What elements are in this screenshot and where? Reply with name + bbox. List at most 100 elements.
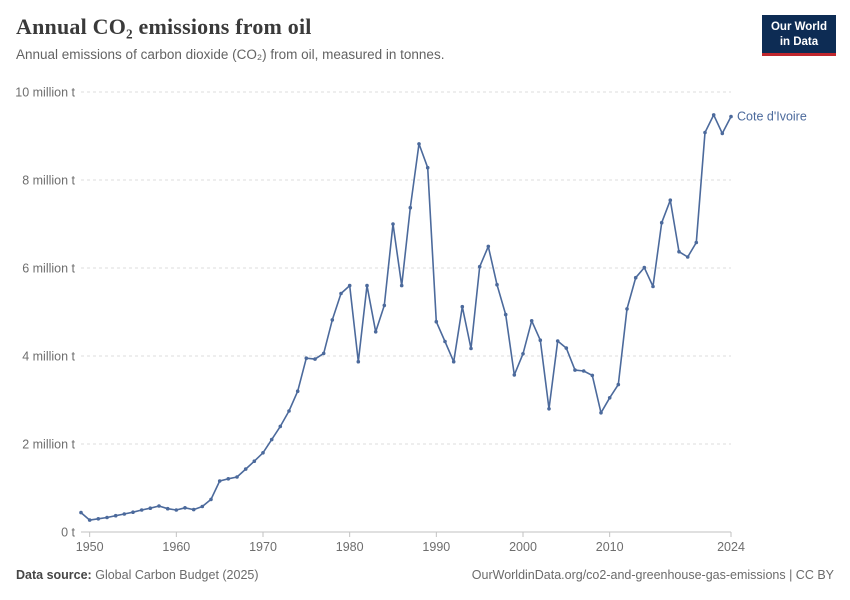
data-point-marker[interactable] (425, 165, 430, 170)
data-point-marker[interactable] (633, 275, 638, 280)
data-point-marker[interactable] (521, 352, 525, 356)
credit-line: OurWorldinData.org/co2-and-greenhouse-ga… (471, 568, 834, 582)
data-point-marker[interactable] (529, 319, 534, 323)
data-point-marker[interactable] (486, 244, 491, 249)
data-point-marker[interactable] (295, 389, 300, 394)
data-point-marker[interactable] (694, 240, 699, 245)
y-axis-tick-label: 4 million t (22, 350, 75, 364)
x-axis-tick-label: 2010 (596, 540, 624, 554)
data-point-marker[interactable] (720, 131, 725, 136)
data-point-marker[interactable] (235, 475, 239, 479)
data-point-marker[interactable] (677, 249, 681, 254)
data-point-marker[interactable] (183, 506, 187, 510)
data-point-marker[interactable] (321, 351, 326, 356)
data-point-marker[interactable] (668, 198, 673, 202)
data-point-marker[interactable] (642, 265, 647, 270)
data-point-marker[interactable] (469, 346, 473, 351)
data-point-marker[interactable] (382, 303, 387, 308)
data-point-marker[interactable] (165, 506, 170, 511)
data-point-marker[interactable] (87, 518, 92, 522)
data-point-marker[interactable] (503, 312, 508, 317)
data-point-marker[interactable] (573, 368, 577, 372)
data-point-marker[interactable] (79, 510, 83, 515)
data-point-marker[interactable] (711, 113, 716, 117)
data-point-marker[interactable] (269, 437, 274, 442)
data-point-marker[interactable] (226, 477, 231, 481)
owid-logo-line1: Our World (770, 21, 827, 33)
data-point-marker[interactable] (460, 304, 465, 309)
data-source-label: Data source: (16, 568, 92, 582)
data-point-marker[interactable] (391, 222, 395, 226)
data-point-marker[interactable] (729, 114, 733, 119)
y-axis-tick-label: 10 million t (15, 86, 75, 100)
data-point-marker[interactable] (157, 504, 161, 508)
data-point-marker[interactable] (399, 283, 404, 288)
data-point-marker[interactable] (356, 359, 361, 364)
data-point-marker[interactable] (313, 357, 317, 361)
data-point-marker[interactable] (287, 409, 291, 413)
x-axis-tick-label: 1960 (162, 540, 190, 554)
y-axis-tick-label: 6 million t (22, 262, 75, 276)
data-point-marker[interactable] (417, 142, 421, 146)
data-point-marker[interactable] (703, 130, 707, 135)
data-point-marker[interactable] (581, 369, 586, 373)
y-axis-tick-label: 2 million t (22, 438, 75, 452)
data-point-marker[interactable] (243, 467, 248, 471)
y-axis-tick-label: 8 million t (22, 174, 75, 188)
data-point-marker[interactable] (105, 515, 109, 520)
x-axis-tick-label: 1950 (76, 540, 104, 554)
data-point-marker[interactable] (477, 264, 482, 269)
data-point-marker[interactable] (113, 513, 118, 518)
data-point-marker[interactable] (555, 339, 560, 343)
data-point-marker[interactable] (200, 504, 205, 509)
data-point-marker[interactable] (365, 283, 369, 288)
data-point-marker[interactable] (599, 411, 603, 415)
data-point-marker[interactable] (564, 346, 569, 350)
data-point-marker[interactable] (148, 506, 153, 511)
x-axis-tick-label: 1990 (422, 540, 450, 554)
data-point-marker[interactable] (191, 507, 196, 512)
data-point-marker[interactable] (339, 291, 343, 296)
data-point-marker[interactable] (659, 220, 664, 225)
data-point-marker[interactable] (651, 284, 655, 289)
data-point-marker[interactable] (616, 382, 621, 387)
data-point-marker[interactable] (261, 451, 265, 455)
data-point-marker[interactable] (209, 497, 213, 502)
data-point-marker[interactable] (590, 373, 595, 378)
data-point-marker[interactable] (252, 459, 257, 464)
chart-footer: Data source: Global Carbon Budget (2025)… (16, 568, 834, 582)
data-point-marker[interactable] (96, 517, 101, 521)
entity-label: Cote d'Ivoire (737, 110, 807, 124)
data-point-marker[interactable] (408, 205, 413, 210)
data-point-marker[interactable] (278, 424, 283, 429)
page-title: Annual CO₂ emissions from oil (16, 14, 312, 39)
data-point-marker[interactable] (131, 510, 135, 514)
data-point-marker[interactable] (373, 330, 378, 334)
owid-logo[interactable]: Our World in Data (761, 15, 836, 57)
data-point-marker[interactable] (538, 338, 543, 343)
data-point-marker[interactable] (685, 255, 690, 259)
data-point-marker[interactable] (139, 508, 144, 512)
x-axis-tick-label: 2000 (509, 540, 537, 554)
owid-logo-line2: in Data (779, 35, 819, 48)
data-point-marker[interactable] (443, 339, 447, 344)
data-point-marker[interactable] (304, 356, 309, 361)
data-point-marker[interactable] (330, 318, 335, 322)
data-point-marker[interactable] (347, 283, 352, 288)
data-point-marker[interactable] (174, 508, 179, 512)
data-point-marker[interactable] (434, 319, 439, 324)
data-point-marker[interactable] (217, 479, 222, 483)
emissions-line[interactable] (80, 114, 732, 521)
y-axis-tick-label: 0 t (61, 526, 75, 540)
data-point-marker[interactable] (451, 359, 456, 364)
emissions-line-chart[interactable]: 0 t 2 million t 4 million t 6 million t 8 mi… (0, 78, 850, 563)
data-point-marker[interactable] (607, 396, 612, 400)
x-axis-tick-label: 1970 (249, 540, 277, 554)
data-point-marker[interactable] (625, 307, 629, 311)
data-point-marker[interactable] (122, 512, 127, 516)
data-point-marker[interactable] (547, 407, 551, 411)
data-source: Data source: Global Carbon Budget (2025) (16, 568, 259, 582)
data-source-value: Global Carbon Budget (2025) (95, 568, 259, 582)
data-point-marker[interactable] (512, 373, 517, 377)
data-point-marker[interactable] (495, 282, 499, 287)
